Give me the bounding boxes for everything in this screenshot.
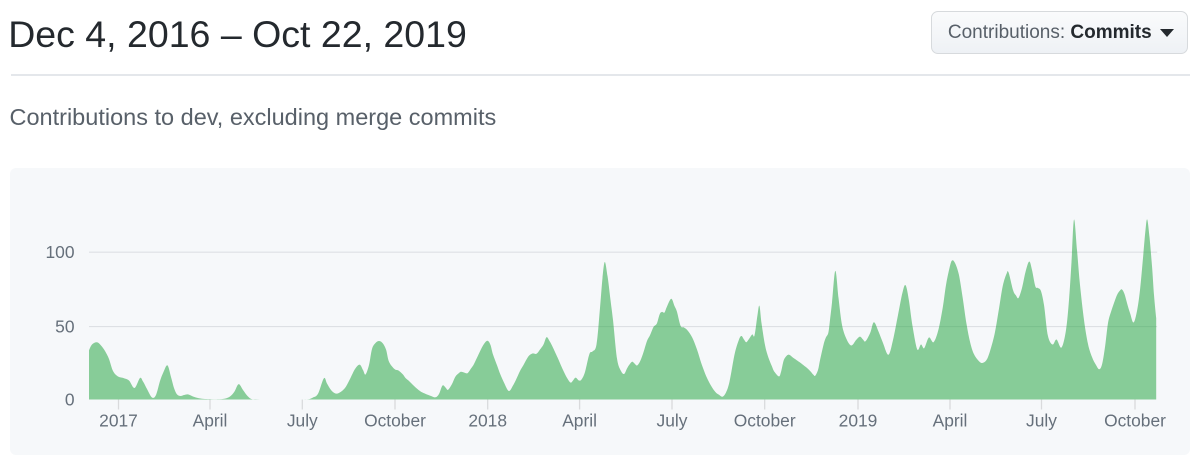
svg-text:July: July (287, 411, 318, 431)
svg-text:July: July (657, 411, 688, 431)
svg-text:2018: 2018 (468, 411, 507, 431)
svg-text:0: 0 (65, 390, 75, 410)
svg-text:April: April (933, 411, 968, 431)
svg-text:April: April (562, 411, 597, 431)
svg-text:2017: 2017 (99, 411, 138, 431)
svg-text:100: 100 (45, 242, 74, 262)
svg-text:October: October (734, 411, 796, 431)
svg-text:2019: 2019 (839, 411, 878, 431)
svg-text:April: April (193, 411, 228, 431)
svg-text:July: July (1026, 411, 1057, 431)
svg-text:50: 50 (55, 317, 74, 337)
svg-text:October: October (1104, 411, 1166, 431)
svg-text:October: October (364, 411, 426, 431)
